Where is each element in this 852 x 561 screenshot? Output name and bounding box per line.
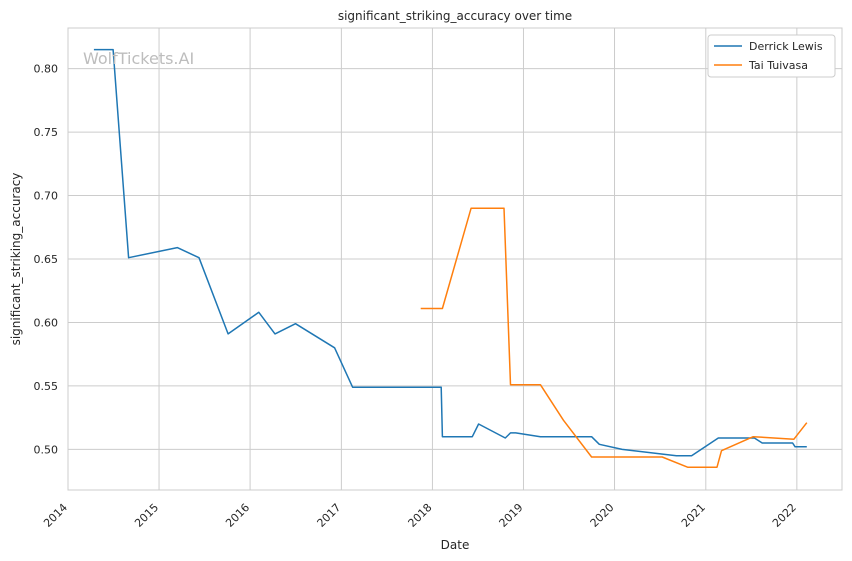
y-axis-title: significant_striking_accuracy (9, 173, 23, 346)
y-tick-label: 0.60 (34, 316, 59, 329)
chart-title: significant_striking_accuracy over time (338, 9, 572, 23)
watermark: WolfTickets.AI (83, 49, 194, 68)
y-tick-label: 0.50 (34, 443, 59, 456)
series-line-tai-tuivasa (420, 207, 808, 468)
series-layer (93, 48, 808, 468)
y-tick-label: 0.55 (34, 380, 59, 393)
legend-label-tai-tuivasa: Tai Tuivasa (748, 59, 808, 72)
grid (67, 28, 842, 490)
legend-label-derrick-lewis: Derrick Lewis (749, 40, 823, 53)
x-axis-title: Date (441, 538, 470, 552)
y-tick-labels: 0.50 0.55 0.60 0.65 0.70 0.75 0.80 (34, 63, 59, 457)
y-tick-label: 0.80 (34, 63, 59, 76)
y-tick-label: 0.70 (34, 190, 59, 203)
legend: Derrick Lewis Tai Tuivasa (707, 34, 836, 78)
series-line-derrick-lewis (93, 48, 807, 457)
y-tick-label: 0.65 (34, 253, 59, 266)
y-tick-label: 0.75 (34, 126, 59, 139)
plot-frame (67, 27, 843, 491)
